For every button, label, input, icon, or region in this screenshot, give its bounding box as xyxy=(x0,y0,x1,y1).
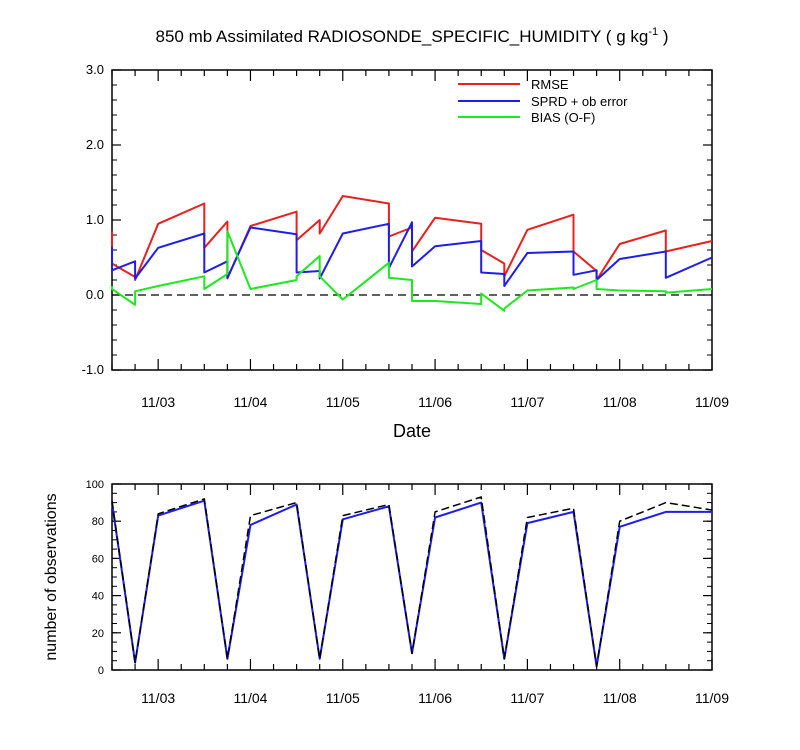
top-x-tick-label: 11/05 xyxy=(326,394,360,410)
top-x-axis-label: Date xyxy=(393,421,431,441)
top-x-tick-label: 11/04 xyxy=(233,394,267,410)
bottom-y-tick-label: 100 xyxy=(86,479,104,491)
top-y-tick-label: 3.0 xyxy=(86,62,104,77)
bottom-plot-frame xyxy=(111,483,713,671)
chart-title-sup: -1 xyxy=(648,26,658,38)
bottom-y-tick-label: 60 xyxy=(92,553,104,565)
bottom-x-tick-label: 11/04 xyxy=(233,690,267,706)
top-y-tick-label: -1.0 xyxy=(82,362,104,377)
bottom-x-tick-label: 11/08 xyxy=(603,690,637,706)
top-y-tick-label: 1.0 xyxy=(86,212,104,227)
bottom-x-tick-label: 11/06 xyxy=(418,690,452,706)
bottom-y-tick-label: 20 xyxy=(92,628,104,640)
legend-label-bias: BIAS (O-F) xyxy=(531,110,595,125)
top-x-tick-label: 11/07 xyxy=(510,394,544,410)
legend-label-rmse: RMSE xyxy=(531,77,569,92)
legend: RMSE SPRD + ob error BIAS (O-F) xyxy=(458,77,628,125)
bottom-y-tick-label: 80 xyxy=(92,516,104,528)
bottom-x-tick-label: 11/05 xyxy=(326,690,360,706)
bottom-y-axis-label: number of observations xyxy=(43,493,60,660)
bottom-y-tick-label: 0 xyxy=(98,665,104,677)
chart-title-end: ) xyxy=(658,27,668,46)
top-x-tick-label: 11/09 xyxy=(695,394,729,410)
legend-label-sprd: SPRD + ob error xyxy=(531,94,628,109)
top-y-tick-label: 2.0 xyxy=(86,137,104,152)
top-plot-frame xyxy=(111,69,713,371)
top-x-tick-label: 11/08 xyxy=(603,394,637,410)
bottom-x-tick-label: 11/07 xyxy=(510,690,544,706)
bottom-series-line-series-1 xyxy=(111,496,713,668)
chart-title-main: 850 mb Assimilated RADIOSONDE_SPECIFIC_H… xyxy=(156,27,649,46)
bottom-y-tick-label: 40 xyxy=(92,591,104,603)
top-x-tick-label: 11/03 xyxy=(141,394,175,410)
top-series-line-bias-o-f xyxy=(111,230,713,312)
bottom-x-tick-label: 11/03 xyxy=(141,690,175,706)
bottom-series-line-series-0 xyxy=(111,499,712,668)
top-x-tick-label: 11/06 xyxy=(418,394,452,410)
top-y-tick-label: 0.0 xyxy=(86,287,104,302)
bottom-x-tick-label: 11/09 xyxy=(695,690,729,706)
chart-title: 850 mb Assimilated RADIOSONDE_SPECIFIC_H… xyxy=(156,26,669,46)
